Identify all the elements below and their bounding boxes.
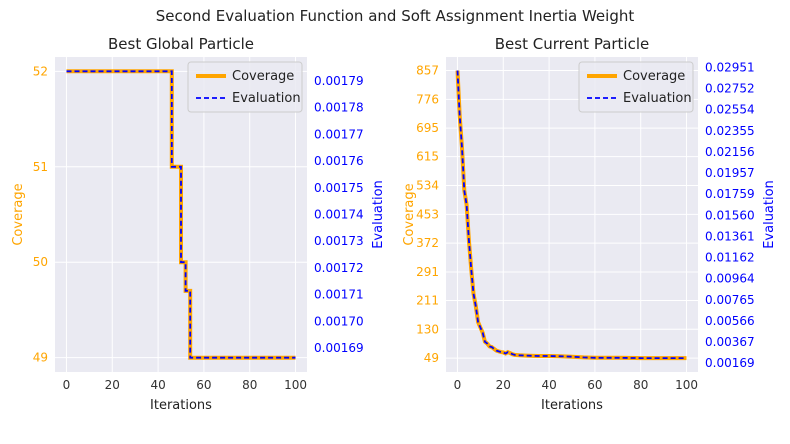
y-left-tick-label: 291 [416, 265, 439, 279]
y-right-tick-label: 0.00169 [314, 341, 364, 355]
y-left-tick-label: 534 [416, 178, 439, 192]
x-tick-label: 0 [454, 378, 462, 392]
y-left-tick-label: 857 [416, 64, 439, 78]
y-left-tick-label: 453 [416, 207, 439, 221]
y-right-tick-label: 0.00177 [314, 127, 364, 141]
y-left-tick-label: 130 [416, 322, 439, 336]
legend-evaluation-label: Evaluation [623, 91, 692, 106]
y-right-tick-label: 0.00172 [314, 261, 364, 275]
y-right-tick-label: 0.00173 [314, 234, 364, 248]
y-right-tick-label: 0.00171 [314, 288, 364, 302]
y-left-tick-label: 776 [416, 92, 439, 106]
y-left-tick-label: 372 [416, 236, 439, 250]
y-left-axis-label: Coverage [402, 183, 417, 245]
x-axis-label: Iterations [150, 398, 212, 413]
y-right-tick-label: 0.00179 [314, 74, 364, 88]
y-right-tick-label: 0.02951 [705, 61, 755, 75]
y-right-tick-label: 0.01361 [705, 229, 755, 243]
y-right-tick-label: 0.00170 [314, 314, 364, 328]
y-right-tick-label: 0.00178 [314, 101, 364, 115]
y-right-tick-label: 0.02752 [705, 82, 755, 96]
figure-suptitle: Second Evaluation Function and Soft Assi… [156, 7, 635, 25]
y-right-tick-label: 0.01759 [705, 187, 755, 201]
evaluation-line [66, 70, 296, 359]
y-left-tick-label: 51 [33, 160, 48, 174]
y-right-axis-label: Evaluation [762, 180, 777, 249]
x-tick-label: 20 [105, 378, 120, 392]
y-right-tick-label: 0.00169 [705, 356, 755, 370]
y-right-tick-label: 0.00367 [705, 335, 755, 349]
y-left-tick-label: 211 [416, 293, 439, 307]
y-right-tick-label: 0.00566 [705, 314, 755, 328]
y-left-axis-label: Coverage [11, 183, 26, 245]
y-right-tick-label: 0.01162 [705, 251, 755, 265]
legend-coverage-label: Coverage [623, 69, 685, 84]
x-tick-label: 40 [150, 378, 165, 392]
y-right-tick-label: 0.00174 [314, 208, 364, 222]
chart-title: Best Global Particle [108, 35, 254, 53]
y-left-tick-label: 50 [33, 255, 48, 269]
chart-title: Best Current Particle [495, 35, 650, 53]
legend-coverage-label: Coverage [232, 69, 294, 84]
y-left-tick-label: 615 [416, 150, 439, 164]
x-axis-label: Iterations [541, 398, 603, 413]
y-right-axis-label: Evaluation [371, 180, 386, 249]
y-right-tick-label: 0.02156 [705, 145, 755, 159]
x-tick-label: 60 [196, 378, 211, 392]
x-tick-label: 60 [587, 378, 602, 392]
x-tick-label: 0 [63, 378, 71, 392]
evaluation-line [456, 70, 687, 360]
x-tick-label: 80 [633, 378, 648, 392]
x-tick-label: 40 [541, 378, 556, 392]
y-right-tick-label: 0.00175 [314, 181, 364, 195]
y-right-tick-label: 0.00176 [314, 154, 364, 168]
x-tick-label: 80 [242, 378, 257, 392]
y-right-tick-label: 0.01957 [705, 166, 755, 180]
y-left-tick-label: 49 [33, 351, 48, 365]
y-left-tick-label: 49 [424, 351, 439, 365]
y-right-tick-label: 0.02554 [705, 103, 755, 117]
legend-evaluation-label: Evaluation [232, 91, 301, 106]
x-tick-label: 20 [496, 378, 511, 392]
y-right-tick-label: 0.00765 [705, 293, 755, 307]
y-right-tick-label: 0.02355 [705, 124, 755, 138]
x-tick-label: 100 [675, 378, 698, 392]
y-left-tick-label: 52 [33, 64, 48, 78]
y-right-tick-label: 0.01560 [705, 208, 755, 222]
y-right-tick-label: 0.00964 [705, 272, 755, 286]
y-left-tick-label: 695 [416, 121, 439, 135]
x-tick-label: 100 [284, 378, 307, 392]
